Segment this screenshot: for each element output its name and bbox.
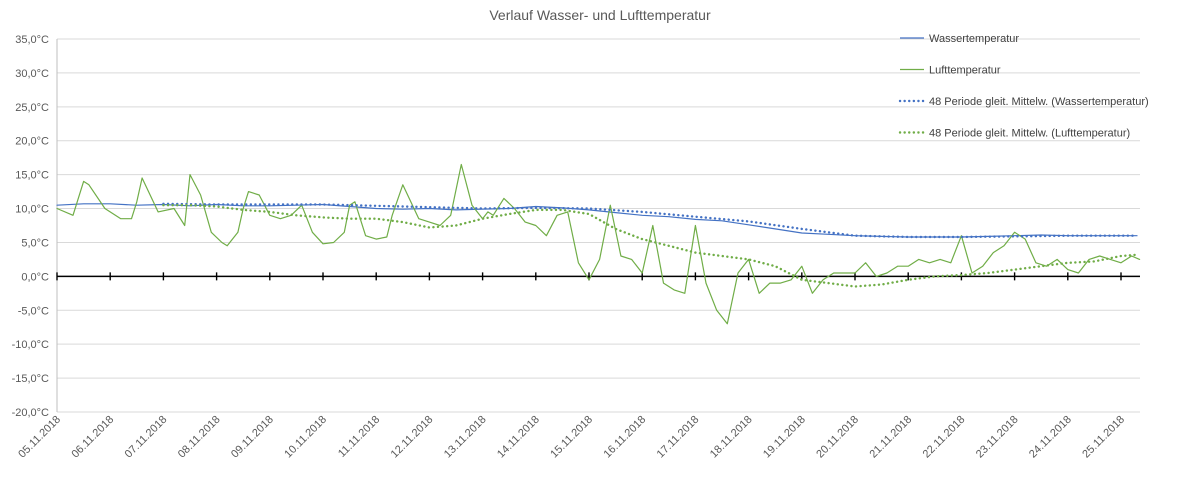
legend-entry: Lufttemperatur (929, 65, 1001, 77)
y-tick-label: 20,0°C (15, 136, 49, 148)
x-tick-label: 06.11.2018 (69, 414, 116, 461)
y-tick-label: 25,0°C (15, 102, 49, 114)
x-tick-label: 05.11.2018 (16, 414, 63, 461)
x-tick-label: 19.11.2018 (761, 414, 808, 461)
x-tick-label: 13.11.2018 (442, 414, 489, 461)
x-tick-label: 08.11.2018 (176, 414, 223, 461)
y-tick-label: 30,0°C (15, 68, 49, 80)
legend: Wassertemperatur Lufttemperatur 48 Periode… (898, 33, 1149, 140)
x-tick-label: 11.11.2018 (336, 414, 382, 460)
x-tick-label: 12.11.2018 (389, 414, 436, 461)
x-tick-label: 07.11.2018 (123, 414, 170, 461)
x-tick-label: 09.11.2018 (229, 414, 276, 461)
x-tick-label: 10.11.2018 (282, 414, 329, 461)
series-line-mittelw-luft (162, 203, 1139, 288)
legend-entry: 48 Periode gleit. Mittelw. (Wassertemper… (929, 96, 1149, 108)
x-tick-label: 14.11.2018 (495, 414, 542, 461)
y-tick-label: -15,0°C (12, 373, 49, 385)
x-tick-label: 15.11.2018 (548, 414, 595, 461)
y-tick-label: -5,0°C (18, 305, 49, 317)
x-tick-label: 16.11.2018 (601, 414, 648, 461)
series-line-lufttemperatur (56, 163, 1141, 325)
series-lines (56, 163, 1141, 325)
x-tick-label: 18.11.2018 (708, 414, 755, 461)
x-tick-label: 23.11.2018 (974, 414, 1021, 461)
x-tick-label: 20.11.2018 (814, 414, 861, 461)
y-tick-label: -20,0°C (12, 407, 49, 419)
x-tick-label: 25.11.2018 (1080, 414, 1127, 461)
y-tick-label: -10,0°C (12, 339, 49, 351)
x-tick-label: 22.11.2018 (921, 414, 968, 461)
y-tick-label: 15,0°C (15, 170, 49, 182)
chart-title: Verlauf Wasser- und Lufttemperatur (489, 7, 711, 23)
y-tick-label: 0,0°C (21, 271, 49, 283)
y-tick-label: 5,0°C (21, 237, 49, 249)
y-tick-label: 10,0°C (15, 204, 49, 216)
y-tick-label: 35,0°C (15, 34, 49, 46)
x-tick-label: 21.11.2018 (867, 414, 914, 461)
x-tick-label: 17.11.2018 (655, 414, 702, 461)
gridlines (57, 38, 1140, 413)
x-tick-label: 24.11.2018 (1027, 414, 1074, 461)
legend-entry: 48 Periode gleit. Mittelw. (Lufttemperat… (929, 128, 1130, 140)
legend-entry: Wassertemperatur (929, 33, 1019, 45)
series-line-mittelw-wasser (162, 202, 1139, 239)
